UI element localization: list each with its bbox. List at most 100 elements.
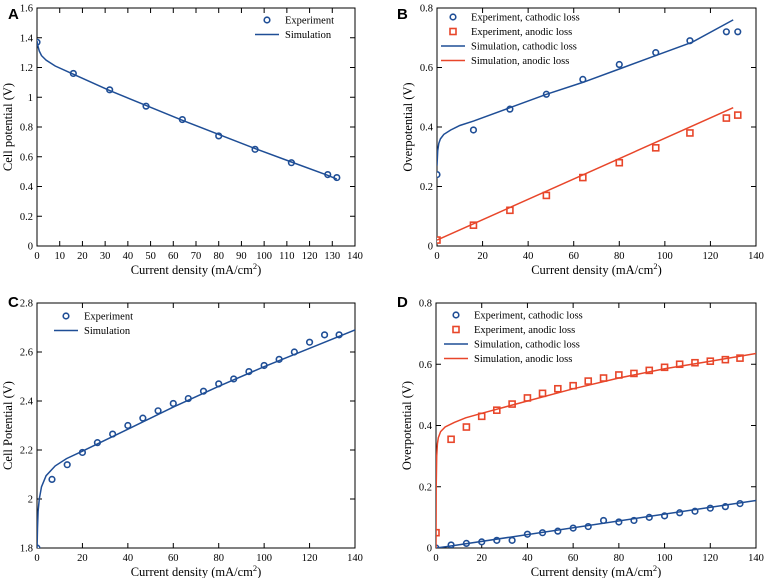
panel-letter: B <box>397 6 408 23</box>
data-point <box>722 28 730 36</box>
y-tick-label: 0.8 <box>419 299 432 310</box>
data-point <box>651 144 660 152</box>
y-tick-label: 1.6 <box>20 4 33 15</box>
legend-label: Simulation, anodic loss <box>474 354 572 365</box>
data-point <box>508 536 516 544</box>
x-tick-label: 30 <box>100 251 111 262</box>
y-tick-label: 0.2 <box>419 482 432 493</box>
x-tick-label: 0 <box>433 553 438 564</box>
x-tick-label: 40 <box>123 553 134 564</box>
legend: Experiment, cathodic loss Experiment, ano… <box>444 311 583 365</box>
legend-label: Experiment, anodic loss <box>471 27 572 38</box>
legend-marker <box>449 13 457 21</box>
data-point <box>645 366 654 375</box>
x-tick-label: 0 <box>34 553 39 564</box>
legend-marker <box>452 311 460 319</box>
plot-frame <box>36 7 356 247</box>
x-tick-label: 80 <box>614 251 625 262</box>
x-axis-label-text: Current density (mA/cm <box>531 263 653 277</box>
x-tick-label: 140 <box>347 553 363 564</box>
x-tick-label: 20 <box>477 251 488 262</box>
x-tick-label: 120 <box>703 251 719 262</box>
x-axis-label-sup: 2 <box>653 563 657 573</box>
series-line <box>436 499 756 548</box>
x-tick-label: 50 <box>145 251 156 262</box>
series-experiment <box>37 331 343 548</box>
x-tick-label: 60 <box>568 553 579 564</box>
legend-marker <box>263 16 271 24</box>
data-point <box>675 360 684 369</box>
series-simulation <box>37 329 355 548</box>
chart-panel-c: C 0 20 40 60 80 100 120 140 1.8 2 2.2 2.4 2.6 2.8 Curre… <box>1 294 363 578</box>
x-tick-label: 20 <box>77 553 88 564</box>
x-axis-label-end: ) <box>257 565 261 578</box>
y-tick-label: 2.2 <box>20 446 33 457</box>
legend-label: Simulation, cathodic loss <box>474 340 580 351</box>
x-axis-label: Current density (mA/cm2) <box>531 261 662 277</box>
x-tick-label: 90 <box>236 251 247 262</box>
data-point <box>554 384 562 393</box>
chart-panel-d: D 0 20 40 60 80 100 120 140 0 0.2 0.4 0.6 0.8 Current … <box>397 294 764 578</box>
y-axis-label: Overpotential (V) <box>401 82 415 171</box>
x-tick-label: 70 <box>191 251 202 262</box>
y-tick-label: 0 <box>28 242 33 253</box>
y-tick-label: 0.4 <box>420 123 434 134</box>
legend-label: Experiment <box>285 16 334 27</box>
y-tick-label: 2.8 <box>20 299 33 310</box>
x-axis-label-text: Current density (mA/cm <box>531 565 653 578</box>
x-tick-label: 100 <box>256 251 272 262</box>
y-tick-label: 0 <box>427 544 432 555</box>
y-tick-label: 1.2 <box>20 63 33 74</box>
chart-panel-b: B 0 20 40 60 80 100 120 140 0 0.2 0.4 0.6 0.8 Current … <box>397 4 764 278</box>
x-axis-label-end: ) <box>257 263 261 277</box>
data-point <box>615 60 623 69</box>
x-axis-label-end: ) <box>658 263 662 277</box>
data-point <box>48 475 56 484</box>
legend: Experiment Simulation <box>255 16 334 41</box>
x-tick-label: 40 <box>523 251 534 262</box>
y-axis-label: Overpotential (V) <box>400 381 414 470</box>
y-tick-label: 0.8 <box>420 4 433 15</box>
y-tick-label: 2.4 <box>20 397 34 408</box>
x-tick-label: 20 <box>476 553 487 564</box>
x-axis-label-sup: 2 <box>653 261 657 271</box>
series-line <box>437 107 734 241</box>
x-tick-label: 110 <box>279 251 294 262</box>
data-point <box>469 126 478 134</box>
data-point <box>615 158 624 167</box>
data-point <box>305 338 314 346</box>
chart-panel-a: A 0 10 20 30 40 50 60 70 80 90 100 110 120 130 140 0 0.2 0… <box>1 4 363 278</box>
series-simulation-cathodic-loss <box>437 19 734 166</box>
x-axis-label: Current density (mA/cm2) <box>531 563 662 578</box>
x-tick-label: 120 <box>302 553 318 564</box>
y-tick-label: 0.6 <box>20 152 33 163</box>
x-tick-label: 100 <box>657 251 673 262</box>
y-tick-label: 1 <box>28 93 33 104</box>
data-point <box>630 369 638 378</box>
y-tick-label: 0.4 <box>419 421 433 432</box>
panel-letter: A <box>8 6 19 23</box>
series-experiment-cathodic-loss <box>437 28 742 179</box>
x-tick-label: 120 <box>702 553 718 564</box>
data-point <box>169 399 177 408</box>
series-simulation-cathodic-loss <box>436 499 756 548</box>
data-point <box>736 354 744 362</box>
data-point <box>63 461 71 469</box>
series-experiment-anodic-loss <box>437 111 742 244</box>
data-point <box>437 171 441 179</box>
x-tick-label: 80 <box>213 251 224 262</box>
x-axis-label-text: Current density (mA/cm <box>131 263 253 277</box>
x-tick-label: 40 <box>522 553 533 564</box>
data-point <box>154 407 162 415</box>
legend-label: Simulation <box>84 326 131 337</box>
y-tick-label: 1.8 <box>20 544 33 555</box>
y-tick-label: 0.2 <box>420 182 433 193</box>
legend: Experiment Simulation <box>54 312 133 337</box>
y-tick-label: 0.2 <box>20 212 33 223</box>
data-point <box>462 423 471 431</box>
x-axis-label: Current density (mA/cm2) <box>131 563 262 578</box>
series-line <box>437 19 734 166</box>
x-tick-label: 0 <box>434 251 439 262</box>
series-line <box>436 352 756 548</box>
plot-area <box>37 329 355 548</box>
